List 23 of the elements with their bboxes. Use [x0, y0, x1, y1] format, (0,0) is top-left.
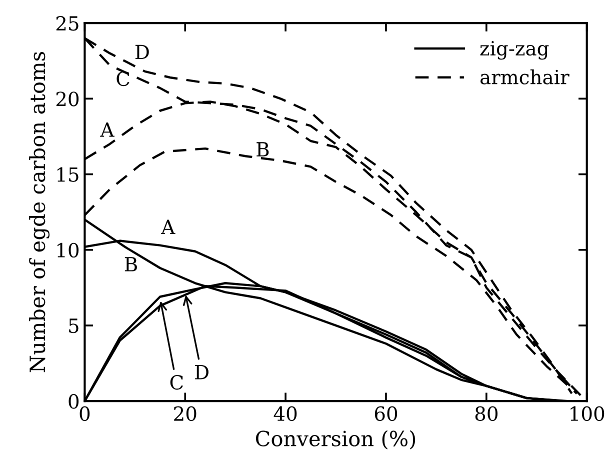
annotation: C — [170, 374, 183, 390]
legend-label: armchair — [480, 69, 570, 84]
y-tick-label: 15 — [57, 167, 78, 182]
y-axis-title: Number of egde carbon atoms — [29, 52, 50, 372]
legend-label: zig-zag — [480, 41, 549, 60]
x-tick-label: 100 — [570, 406, 604, 421]
x-tick-label: 40 — [274, 406, 297, 421]
y-tick-label: 0 — [68, 394, 79, 409]
x-tick-label: 60 — [374, 406, 398, 421]
y-tick-label: 10 — [57, 242, 79, 258]
x-tick-label: 20 — [174, 406, 196, 421]
annotation: A — [100, 122, 114, 137]
annotation: D — [135, 44, 149, 60]
x-tick-label: 0 — [80, 406, 90, 421]
annotation: A — [160, 220, 176, 234]
x-tick-label: 80 — [475, 406, 498, 421]
y-tick-label: 20 — [56, 92, 79, 106]
annotation: B — [124, 257, 137, 272]
annotation: B — [256, 142, 269, 156]
annotation: D — [195, 365, 208, 380]
y-tick-label: 5 — [69, 318, 78, 334]
x-axis-title: Conversion (%) — [256, 430, 416, 450]
y-tick-label: 25 — [56, 16, 78, 31]
